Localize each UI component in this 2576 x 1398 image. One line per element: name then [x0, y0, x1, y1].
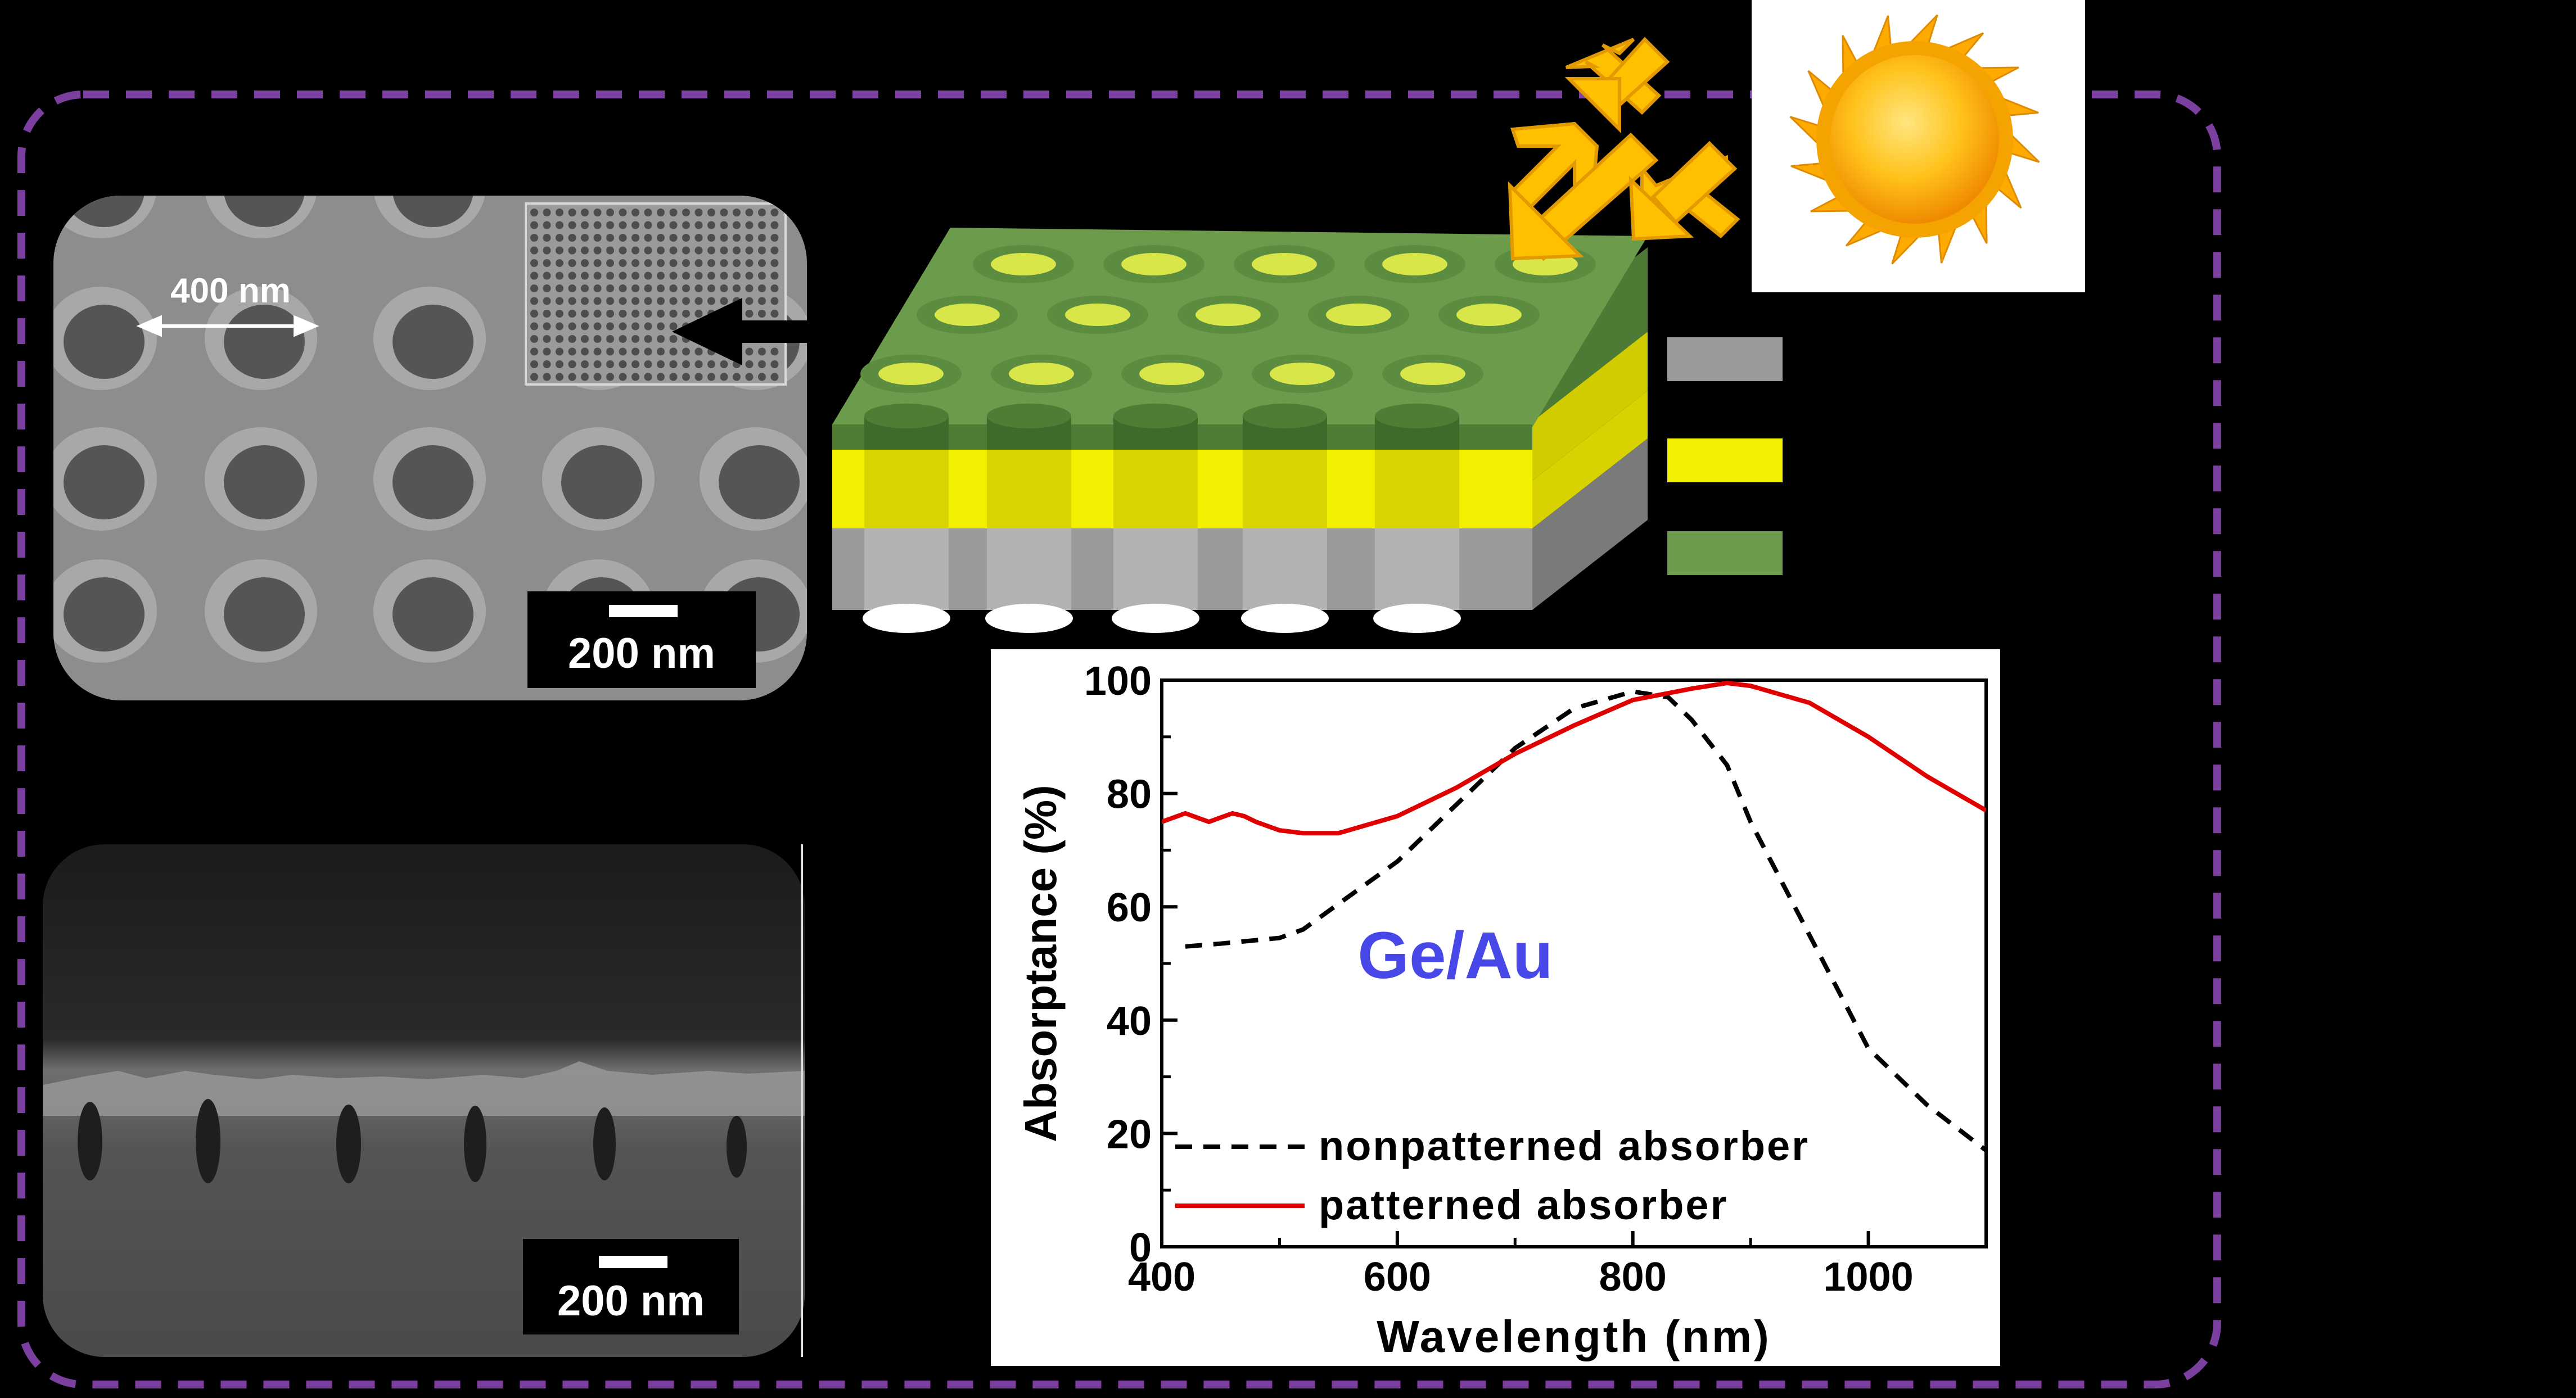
sem-hole	[719, 445, 800, 519]
hole-top	[1195, 304, 1261, 326]
y-tick-label: 80	[1107, 772, 1152, 817]
sem-hole	[393, 196, 473, 227]
hole-top	[878, 363, 944, 385]
swatch-grey	[1667, 337, 1783, 381]
y-tick-label: 60	[1107, 885, 1152, 930]
dashed-frame	[17, 91, 2221, 1388]
hole-top	[1400, 363, 1465, 385]
hole-top	[991, 253, 1056, 275]
sem-hole	[64, 305, 145, 379]
hole-bottom	[863, 604, 950, 633]
absorber-schematic	[832, 228, 1648, 633]
swatch-green	[1667, 531, 1783, 575]
x-tick-label: 800	[1599, 1255, 1667, 1300]
sem-hole	[393, 577, 473, 652]
series-line-patterned	[1162, 680, 1986, 836]
series-line-nonpatterned	[1185, 689, 1986, 1152]
arrow-bodies	[1508, 37, 1738, 261]
hole-top	[1009, 363, 1074, 385]
sem-hole	[224, 196, 305, 227]
hole-top	[1270, 363, 1335, 385]
sem-hole	[64, 445, 145, 519]
sem-inset	[525, 202, 787, 386]
sem-hole	[64, 577, 145, 652]
hole-bottom	[1373, 604, 1461, 633]
sem-hole	[393, 305, 473, 379]
hole-top	[1065, 304, 1130, 326]
legend-label: patterned absorber	[1319, 1182, 1728, 1228]
x-tick-label: 600	[1364, 1255, 1431, 1300]
y-tick-label: 40	[1107, 999, 1152, 1044]
hole-top	[1326, 304, 1391, 326]
material-label: Ge/Au	[1357, 919, 1553, 993]
y-axis-label: Absorptance (%)	[1016, 785, 1066, 1142]
scale-box-bottom	[523, 1239, 739, 1334]
dimension-arrow	[136, 315, 319, 337]
chart: 400 600 800 1000 0 20 40 60 80 100 nonpatterned a…	[1016, 659, 1988, 1361]
swatch-yellow	[1667, 438, 1783, 482]
hole-top	[1252, 253, 1317, 275]
x-axis-label: Wavelength (nm)	[1377, 1311, 1771, 1361]
x-tick-label: 1000	[1823, 1255, 1913, 1300]
sem-hole	[393, 445, 473, 519]
y-tick-label: 100	[1084, 659, 1152, 704]
hole-top	[1382, 253, 1447, 275]
hole-bottom	[1112, 604, 1199, 633]
sem-hole	[64, 196, 145, 227]
hole-bottom	[985, 604, 1073, 633]
hole-top	[1139, 363, 1204, 385]
hole-bottom	[1241, 604, 1329, 633]
sem-hole	[561, 445, 642, 519]
hole-top	[1456, 304, 1522, 326]
y-tick-label: 20	[1107, 1112, 1152, 1157]
scale-label-bottom: 200 nm	[557, 1277, 705, 1325]
dimension-label: 400 nm	[170, 272, 291, 310]
sem-hole	[224, 305, 305, 379]
y-tick-label: 0	[1129, 1225, 1152, 1270]
sem-top-view-image	[53, 196, 807, 700]
scale-label-top: 200 nm	[568, 630, 715, 677]
sem-hole	[224, 577, 305, 652]
x-tick-label: 400	[1128, 1255, 1195, 1300]
hole-top	[935, 304, 1000, 326]
sem-hole	[224, 445, 305, 519]
hole-top	[1121, 253, 1187, 275]
legend-label: nonpatterned absorber	[1319, 1123, 1810, 1169]
sem-cross-section-image	[43, 844, 805, 1357]
